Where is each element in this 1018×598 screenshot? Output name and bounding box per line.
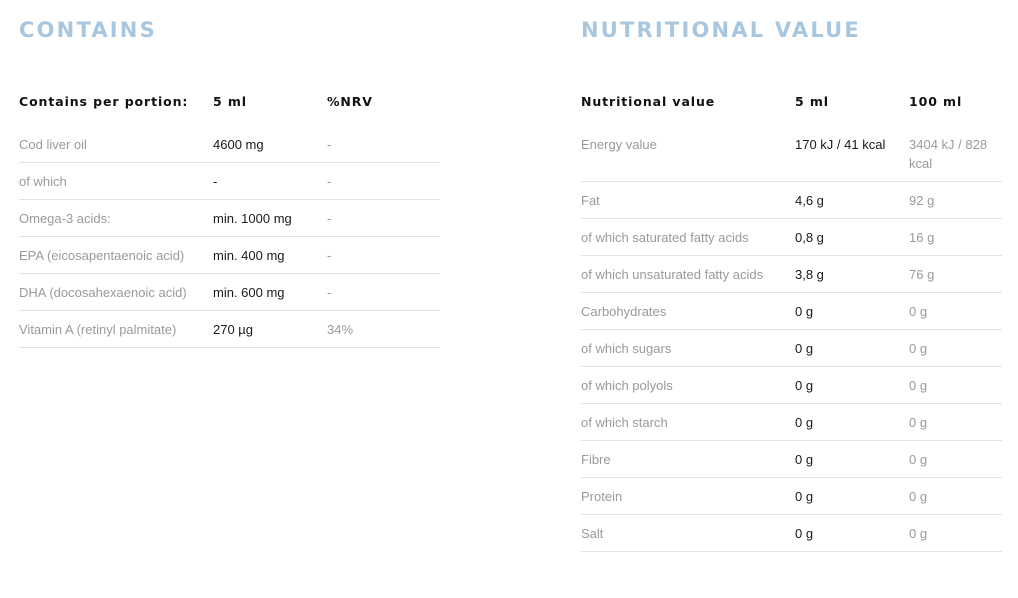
table-row: EPA (eicosapentaenoic acid) min. 400 mg - bbox=[19, 236, 440, 274]
row-secondary-value: 34% bbox=[327, 310, 440, 348]
row-secondary-value: - bbox=[327, 273, 440, 311]
row-value: 0 g bbox=[795, 403, 909, 441]
row-label: of which starch bbox=[581, 403, 795, 441]
row-label: of which polyols bbox=[581, 366, 795, 404]
row-value: min. 1000 mg bbox=[213, 199, 327, 237]
table-row: Omega-3 acids: min. 1000 mg - bbox=[19, 199, 440, 237]
row-secondary-value: - bbox=[327, 126, 440, 163]
table-row: Vitamin A (retinyl palmitate) 270 µg 34% bbox=[19, 310, 440, 348]
row-label: Cod liver oil bbox=[19, 126, 213, 163]
row-secondary-value: 3404 kJ / 828 kcal bbox=[909, 126, 1002, 182]
row-value: 0 g bbox=[795, 329, 909, 367]
row-label: of which sugars bbox=[581, 329, 795, 367]
row-label: Protein bbox=[581, 477, 795, 515]
row-value: 4,6 g bbox=[795, 181, 909, 219]
row-label: of which bbox=[19, 162, 213, 200]
row-label: DHA (docosahexaenoic acid) bbox=[19, 273, 213, 311]
row-secondary-value: 0 g bbox=[909, 477, 1002, 515]
row-secondary-value: 0 g bbox=[909, 329, 1002, 367]
row-label: Salt bbox=[581, 514, 795, 552]
table-row: of which unsaturated fatty acids 3,8 g 76 … bbox=[581, 255, 1002, 293]
row-value: 0 g bbox=[795, 514, 909, 552]
row-secondary-value: 0 g bbox=[909, 366, 1002, 404]
header-cell: Contains per portion: bbox=[19, 93, 189, 109]
row-label: Fibre bbox=[581, 440, 795, 478]
table-row: of which saturated fatty acids 0,8 g 16 g bbox=[581, 218, 1002, 256]
row-secondary-value: - bbox=[327, 236, 440, 274]
row-label: Vitamin A (retinyl palmitate) bbox=[19, 310, 213, 348]
table-header: Nutritional value 5 ml 100 ml bbox=[581, 89, 1002, 126]
row-label: Energy value bbox=[581, 126, 795, 182]
row-secondary-value: - bbox=[327, 162, 440, 200]
header-cell: 5 ml bbox=[795, 93, 829, 109]
row-value: min. 600 mg bbox=[213, 273, 327, 311]
row-value: 0 g bbox=[795, 477, 909, 515]
contains-table: Contains per portion: 5 ml %NRV Cod live… bbox=[19, 89, 440, 348]
row-label: of which saturated fatty acids bbox=[581, 218, 795, 256]
nutrition-table: Nutritional value 5 ml 100 ml Energy val… bbox=[581, 89, 1002, 552]
row-value: 170 kJ / 41 kcal bbox=[795, 126, 909, 182]
row-label: Fat bbox=[581, 181, 795, 219]
header-cell: Nutritional value bbox=[581, 93, 716, 109]
row-secondary-value: 0 g bbox=[909, 403, 1002, 441]
row-value: 4600 mg bbox=[213, 126, 327, 163]
table-header: Contains per portion: 5 ml %NRV bbox=[19, 89, 440, 126]
row-value: 0,8 g bbox=[795, 218, 909, 256]
table-row: Energy value 170 kJ / 41 kcal 3404 kJ / 82… bbox=[581, 126, 1002, 182]
contains-title: CONTAINS bbox=[19, 18, 157, 42]
header-cell: %NRV bbox=[327, 93, 373, 109]
header-cell: 100 ml bbox=[909, 93, 963, 109]
row-secondary-value: - bbox=[327, 199, 440, 237]
row-label: of which unsaturated fatty acids bbox=[581, 255, 795, 293]
row-secondary-value: 76 g bbox=[909, 255, 1002, 293]
header-cell: 5 ml bbox=[213, 93, 247, 109]
row-label: Omega-3 acids: bbox=[19, 199, 213, 237]
row-value: 0 g bbox=[795, 292, 909, 330]
row-value: 0 g bbox=[795, 366, 909, 404]
row-secondary-value: 16 g bbox=[909, 218, 1002, 256]
row-value: min. 400 mg bbox=[213, 236, 327, 274]
row-secondary-value: 0 g bbox=[909, 440, 1002, 478]
row-value: 3,8 g bbox=[795, 255, 909, 293]
table-row: DHA (docosahexaenoic acid) min. 600 mg - bbox=[19, 273, 440, 311]
row-secondary-value: 92 g bbox=[909, 181, 1002, 219]
row-label: Carbohydrates bbox=[581, 292, 795, 330]
table-row: Cod liver oil 4600 mg - bbox=[19, 126, 440, 163]
table-row: Fat 4,6 g 92 g bbox=[581, 181, 1002, 219]
table-row: of which - - bbox=[19, 162, 440, 200]
row-label: EPA (eicosapentaenoic acid) bbox=[19, 236, 213, 274]
row-secondary-value: 0 g bbox=[909, 514, 1002, 552]
row-value: 270 µg bbox=[213, 310, 327, 348]
row-value: - bbox=[213, 162, 327, 200]
row-secondary-value: 0 g bbox=[909, 292, 1002, 330]
row-value: 0 g bbox=[795, 440, 909, 478]
nutrition-title: NUTRITIONAL VALUE bbox=[581, 18, 861, 42]
